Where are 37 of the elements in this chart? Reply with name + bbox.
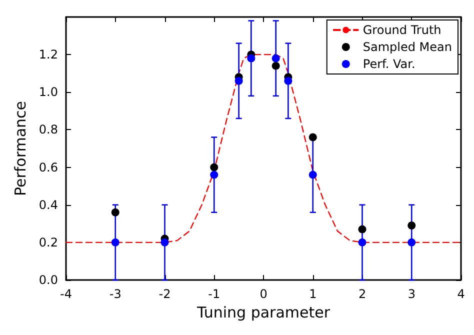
point <box>308 133 317 142</box>
y-tick-label: 0.8 <box>38 122 58 137</box>
x-tick-label: -1 <box>208 287 220 301</box>
y-tick-label: 0.6 <box>38 160 58 174</box>
x-tick-label: -4 <box>60 287 72 301</box>
x-tick-label: -3 <box>109 287 122 301</box>
x-tick-label: 1 <box>309 287 317 301</box>
x-tick-label: 2 <box>358 287 366 301</box>
y-tick-label: 0.4 <box>38 198 58 212</box>
point <box>272 62 280 70</box>
y-axis-title: Performance <box>12 100 30 196</box>
point <box>210 170 218 179</box>
point <box>234 76 243 85</box>
point <box>247 54 256 62</box>
point <box>358 225 366 234</box>
point <box>358 238 366 246</box>
point <box>210 163 218 172</box>
x-tick-label: 3 <box>408 287 416 301</box>
point <box>408 238 416 246</box>
point <box>111 208 120 216</box>
point <box>272 54 280 62</box>
y-tick-label: 1.2 <box>38 48 58 62</box>
y-tick-label: 0.2 <box>38 235 58 250</box>
point <box>284 76 292 85</box>
legend-label: Perf. Var. <box>362 57 416 71</box>
x-tick-label: 0 <box>260 287 268 301</box>
legend-label: Sampled Mean <box>362 40 452 54</box>
x-axis-title: Tuning parameter <box>196 303 331 322</box>
point <box>408 222 416 230</box>
legend-label: Ground Truth <box>362 23 442 37</box>
point <box>111 238 120 246</box>
x-tick-label: 4 <box>457 287 465 301</box>
y-tick-label: 1.0 <box>38 85 58 100</box>
y-tick-label: 0.0 <box>38 273 58 287</box>
point <box>308 170 317 179</box>
x-tick-label: -2 <box>158 287 171 301</box>
point <box>160 238 169 246</box>
